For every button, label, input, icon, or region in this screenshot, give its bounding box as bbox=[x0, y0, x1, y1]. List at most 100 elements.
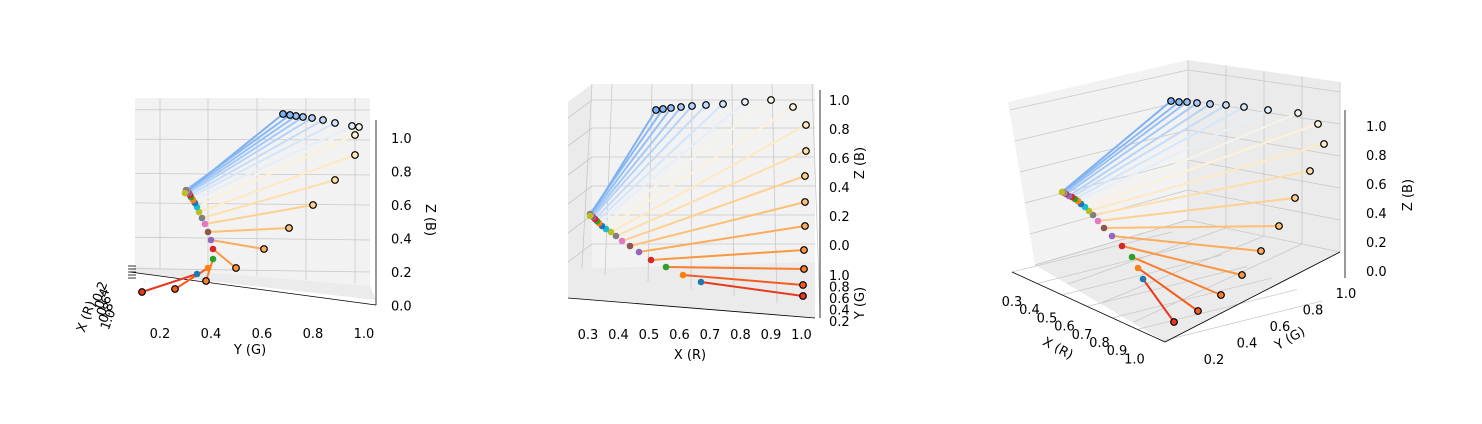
p3-floor-grid-y bbox=[1100, 235, 1265, 304]
p3-target-point bbox=[1206, 100, 1214, 108]
p2-ztick: 0.0 bbox=[829, 239, 850, 254]
p3-target-point bbox=[1275, 222, 1283, 230]
panel-2: 0.3 0.4 0.5 0.6 0.7 0.8 0.9 1.01.00.80.60.40.20… bbox=[567, 83, 868, 363]
p2-xtick: 0.3 bbox=[578, 328, 599, 343]
p3-target-point bbox=[1257, 247, 1265, 255]
p1-ytick: 0.2 bbox=[150, 327, 171, 342]
p2-xtick: 0.9 bbox=[761, 328, 782, 343]
panel-2-data bbox=[586, 96, 810, 300]
p3-source-point bbox=[1128, 253, 1136, 261]
p2-xtick: 0.6 bbox=[669, 328, 690, 343]
p1-ytick: 0.4 bbox=[201, 327, 222, 342]
p1-link bbox=[201, 179, 336, 219]
p2-target-point bbox=[652, 106, 660, 114]
p2-link bbox=[650, 249, 805, 261]
p3-left-hgrid bbox=[1009, 69, 1189, 111]
p2-target-point bbox=[667, 104, 675, 112]
p1-source-point bbox=[209, 255, 217, 263]
p1-hgrid bbox=[134, 173, 371, 176]
p3-target-point bbox=[1306, 167, 1314, 175]
p2-source-point bbox=[618, 237, 626, 245]
p1-target-point bbox=[260, 245, 268, 253]
p2-ytick: 0.6 bbox=[829, 292, 850, 307]
p1-target-point bbox=[309, 201, 317, 209]
p2-side-hgrid bbox=[567, 185, 593, 205]
p3-target-point bbox=[1170, 318, 1178, 326]
p3-target-point bbox=[1194, 307, 1202, 315]
p2-link bbox=[629, 201, 806, 247]
p2-target-point bbox=[801, 172, 809, 180]
p3-floor-grid-y bbox=[1067, 227, 1227, 285]
p2-xtick: 0.8 bbox=[730, 328, 751, 343]
p1-source-point bbox=[198, 214, 206, 222]
p3-link bbox=[1088, 143, 1325, 212]
p2-source-point bbox=[612, 232, 620, 240]
p2-link bbox=[621, 175, 806, 242]
p3-target-point bbox=[1320, 140, 1328, 148]
p2-target-point bbox=[677, 103, 685, 111]
p1-target-point bbox=[138, 288, 146, 296]
p3-xtick: 0.5 bbox=[1037, 311, 1058, 326]
p3-right-hgrid bbox=[1187, 159, 1341, 189]
p3-floor-grid-x bbox=[1111, 277, 1273, 319]
p2-target-point bbox=[800, 265, 808, 273]
p1-target-point bbox=[202, 277, 210, 285]
p1-link bbox=[204, 204, 314, 225]
p1-xtick: 0.4 bbox=[92, 287, 113, 312]
p3-xtick: 0.3 bbox=[1002, 295, 1023, 310]
p1-link bbox=[210, 239, 265, 250]
p2-link bbox=[700, 281, 804, 297]
p3-link bbox=[1065, 102, 1198, 195]
p2-ztick: 0.2 bbox=[829, 210, 850, 225]
p2-side-hgrid bbox=[567, 99, 593, 119]
p1-link bbox=[189, 119, 324, 196]
p3-link bbox=[1121, 245, 1243, 276]
panel-2-floor-pane bbox=[568, 262, 815, 318]
p3-ztick: 0.0 bbox=[1366, 265, 1387, 280]
p1-ztick: 0.6 bbox=[391, 199, 412, 214]
p1-ytick: 1.0 bbox=[354, 327, 375, 342]
p2-side-hgrid bbox=[567, 127, 593, 147]
p2-link bbox=[589, 109, 657, 217]
p2-ytick: 0.8 bbox=[829, 281, 850, 296]
p1-source-point bbox=[204, 228, 212, 236]
p2-source-point bbox=[586, 212, 594, 220]
p2-ztick: 0.8 bbox=[829, 123, 850, 138]
p2-target-point bbox=[799, 292, 807, 300]
p3-link bbox=[1097, 197, 1296, 222]
p2-side-hgrid bbox=[567, 156, 593, 176]
p3-ytick: 0.6 bbox=[1270, 320, 1291, 335]
p1-target-point bbox=[285, 224, 293, 232]
p2-vgrid bbox=[811, 83, 821, 311]
panel-1-ticks: 0.2 0.4 0.6 0.8 1.01.00.80.60.40.20.00.20.40… bbox=[90, 132, 412, 342]
p3-xtick: 0.6 bbox=[1054, 320, 1075, 335]
p3-right-hgrid bbox=[1187, 219, 1341, 253]
p2-link bbox=[596, 103, 724, 222]
p3-source-point bbox=[1094, 217, 1102, 225]
p3-floor-grid-x bbox=[1136, 289, 1298, 330]
panel-1-xlabel: X (R) bbox=[74, 299, 99, 334]
p2-link bbox=[610, 124, 807, 233]
p2-link bbox=[592, 105, 693, 218]
p2-source-point bbox=[607, 228, 615, 236]
p3-floor-grid-x bbox=[1036, 243, 1198, 284]
p3-target-point bbox=[1264, 106, 1272, 114]
p3-ztick: 0.8 bbox=[1366, 149, 1387, 164]
p1-ytick: 0.6 bbox=[252, 327, 273, 342]
p1-ytick: 0.8 bbox=[303, 327, 324, 342]
p3-link bbox=[1080, 112, 1299, 205]
panel-1: 0.2 0.4 0.6 0.8 1.01.00.80.60.40.20.00.20.40… bbox=[74, 98, 437, 358]
panel-3: 0.30.40.50.60.70.80.91.0 0.20.40.60.81.01… bbox=[1002, 60, 1416, 368]
panel-3-data bbox=[1058, 97, 1328, 326]
p1-hgrid bbox=[134, 268, 371, 273]
p3-link bbox=[1084, 123, 1319, 208]
p3-target-point bbox=[1222, 101, 1230, 109]
p1-hgrid bbox=[134, 236, 371, 241]
p2-source-point bbox=[697, 278, 705, 286]
p3-target-point bbox=[1193, 99, 1201, 107]
p1-source-point bbox=[209, 245, 217, 253]
p2-target-point bbox=[741, 98, 749, 106]
p1-link bbox=[141, 273, 198, 293]
p3-target-point bbox=[1175, 98, 1183, 106]
p3-right-hgrid bbox=[1187, 69, 1341, 93]
